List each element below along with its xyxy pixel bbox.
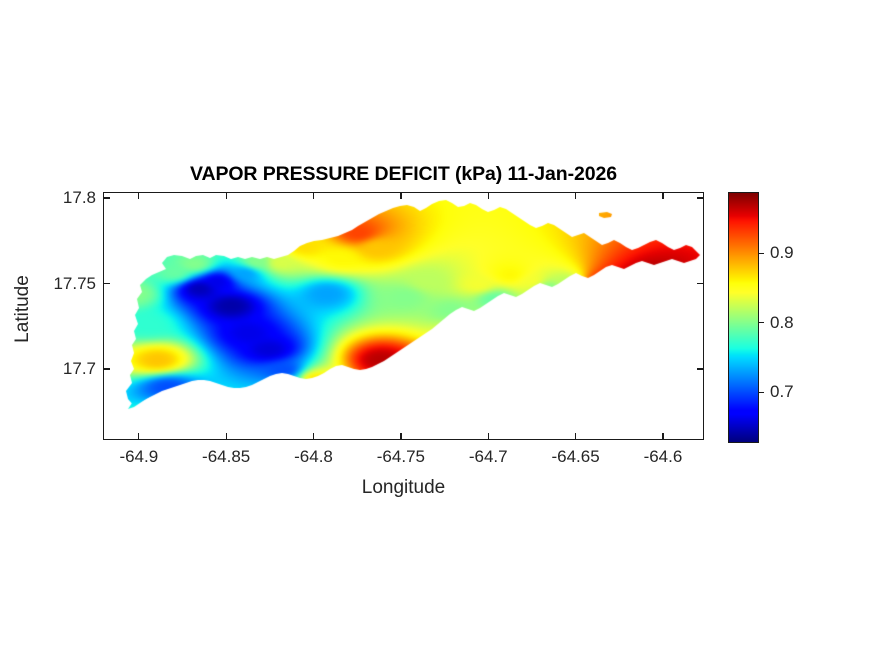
x-tick-mark <box>225 433 227 440</box>
y-tick-mark <box>103 368 110 370</box>
colorbar-tick-mark <box>759 252 764 254</box>
colorbar-tick-mark <box>759 322 764 324</box>
x-tick-mark <box>400 433 402 440</box>
x-axis-label: Longitude <box>361 477 446 498</box>
x-tick-label: -64.85 <box>202 447 251 466</box>
colorbar-gradient <box>729 193 758 442</box>
y-tick-mark <box>697 282 704 285</box>
x-tick-mark <box>138 192 140 199</box>
y-tick-mark <box>103 197 110 199</box>
vapor-pressure-deficit-heatmap <box>104 193 703 439</box>
x-tick-mark <box>312 192 315 199</box>
x-tick-mark <box>400 192 402 199</box>
x-tick-label: -64.6 <box>643 447 683 466</box>
x-tick-mark <box>662 433 664 440</box>
y-tick-labels: 17.8 17.75 17.7 <box>0 0 96 656</box>
x-tick-mark <box>487 192 489 199</box>
y-tick-label: 17.7 <box>62 359 96 379</box>
x-tick-mark <box>574 192 577 199</box>
colorbar <box>728 192 759 443</box>
x-tick-mark <box>487 433 489 440</box>
y-tick-mark <box>697 197 704 199</box>
x-tick-label: -64.9 <box>119 447 159 466</box>
x-tick-mark <box>662 192 664 199</box>
x-tick-label: -64.7 <box>468 447 508 466</box>
x-tick-mark <box>225 192 227 199</box>
x-tick-label: -64.8 <box>294 447 333 466</box>
colorbar-tick-mark <box>759 391 764 393</box>
x-tick-mark <box>312 433 315 440</box>
x-tick-label: -64.65 <box>551 447 600 466</box>
colorbar-tick-label: 0.9 <box>770 243 794 263</box>
chart-title: VAPOR PRESSURE DEFICIT (kPa) 11-Jan-2026 <box>190 163 617 185</box>
colorbar-tick-label: 0.7 <box>770 382 794 402</box>
y-axis-label: Latitude <box>12 275 33 343</box>
x-tick-label: -64.75 <box>376 447 425 466</box>
map-axes <box>103 192 704 440</box>
x-tick-mark <box>574 433 577 440</box>
y-tick-label: 17.8 <box>62 187 96 207</box>
y-tick-mark <box>697 368 704 370</box>
y-tick-mark <box>103 282 110 285</box>
colorbar-tick-label: 0.8 <box>770 312 794 332</box>
x-tick-mark <box>138 433 140 440</box>
y-tick-label: 17.75 <box>53 273 96 293</box>
